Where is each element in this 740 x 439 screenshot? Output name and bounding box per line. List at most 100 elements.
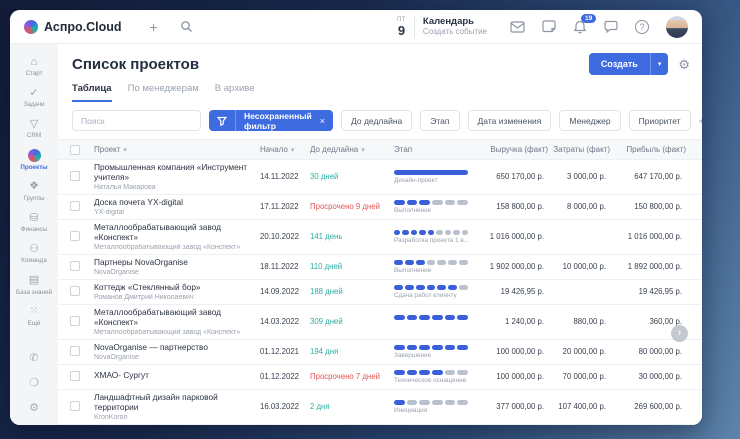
row-checkbox[interactable] [70, 370, 80, 381]
stage-progress-bar [394, 344, 469, 350]
search-icon[interactable] [180, 20, 193, 33]
help-icon[interactable]: ? [635, 19, 649, 34]
project-title[interactable]: Доска почета YX-digital [94, 196, 183, 207]
calendar-widget[interactable]: ПТ 9 Календарь Создать событие [396, 15, 487, 38]
stage-label: Дизайн-проект [394, 176, 438, 184]
costs-value: 20 000,00 р. [562, 347, 606, 357]
column-header-revenue[interactable]: Выручка (факт) [490, 145, 548, 154]
projects-table: Проект ▾ Начало ▾ До дедлайна ▾ Этап Выручк… [58, 139, 702, 425]
notes-icon[interactable] [542, 20, 556, 33]
sort-caret-icon: ▾ [361, 146, 365, 154]
sidebar-item-more-grid[interactable]: ⁙ Ещё [27, 305, 41, 327]
create-button-label[interactable]: Создать [600, 59, 638, 69]
project-title[interactable]: ХМАО- Сургут [94, 370, 149, 381]
stage-progress-bar [394, 369, 469, 375]
start-date: 01.12.2021 [260, 347, 300, 357]
column-header-deadline[interactable]: До дедлайна ▾ [310, 145, 365, 154]
page-settings-gear-icon[interactable]: ⚙ [678, 56, 690, 72]
topbar: Аспро.Cloud + ПТ 9 Календарь Создать [10, 10, 702, 44]
table-row[interactable]: Ландшафтный дизайн парковой территории K… [58, 389, 702, 425]
quick-add-icon[interactable]: + [149, 18, 158, 35]
tab-по-менеджерам[interactable]: По менеджерам [127, 83, 199, 94]
filter-button[interactable]: Дата изменения [467, 110, 552, 131]
sidebar-item-finance[interactable]: ⛁ Финансы [20, 211, 48, 234]
costs-value: 880,00 р. [573, 317, 606, 327]
calendar-weekday: ПТ [396, 16, 406, 23]
row-checkbox[interactable] [70, 260, 80, 271]
row-checkbox[interactable] [70, 200, 80, 211]
scroll-right-button[interactable]: › [671, 325, 688, 342]
start-date: 17.11.2022 [260, 202, 299, 212]
sidebar-item-funnel[interactable]: ▽ CRM [26, 117, 42, 140]
project-title[interactable]: Металлообрабатывающий завод «Конспект» [94, 221, 221, 242]
finance-icon: ⛁ [29, 211, 39, 224]
project-title[interactable]: Коттедж «Стеклянный бор» [94, 281, 201, 292]
column-header-stage[interactable]: Этап [394, 145, 413, 154]
project-title[interactable]: Ландшафтный дизайн парковой территории [94, 391, 218, 412]
row-checkbox[interactable] [70, 400, 80, 411]
chat-icon[interactable] [604, 20, 618, 33]
support-icon[interactable]: ✆ [29, 352, 39, 364]
row-checkbox[interactable] [70, 285, 80, 296]
table-row[interactable]: Доска почета YX-digital YX-digital 17.11… [58, 194, 702, 220]
filter-button[interactable]: Менеджер [559, 110, 621, 131]
tab-в-архиве[interactable]: В архиве [214, 83, 255, 94]
active-filter-chip[interactable]: Несохраненный фильтр × [209, 110, 333, 131]
stage-label: Техническое оснащение [394, 376, 467, 384]
mail-icon[interactable] [510, 20, 525, 33]
stage-progress-bar [394, 199, 469, 205]
row-checkbox[interactable] [70, 315, 80, 326]
sidebar-item-tasks[interactable]: ✓ Задачи [23, 86, 45, 109]
start-date: 14.11.2022 [260, 172, 299, 182]
project-title[interactable]: NovaOrganise — партнерство [94, 341, 208, 352]
row-checkbox[interactable] [70, 230, 80, 241]
column-header-start[interactable]: Начало ▾ [260, 145, 295, 154]
stage-label: Инициация [394, 406, 428, 414]
start-date: 14.09.2022 [260, 287, 300, 297]
project-title[interactable]: Промышленная компания «Инструмент учител… [94, 162, 248, 182]
column-header-profit[interactable]: Прибыль (факт) [626, 145, 686, 154]
table-row[interactable]: Коттедж «Стеклянный бор» Романов Дмитрий… [58, 279, 702, 305]
app-logo[interactable]: Аспро.Cloud [24, 19, 122, 34]
column-header-project[interactable]: Проект ▾ [94, 145, 127, 154]
row-checkbox[interactable] [70, 170, 80, 181]
user-avatar[interactable] [666, 15, 688, 38]
notifications-bell-icon[interactable]: 19 [573, 13, 597, 34]
project-title[interactable]: Партнеры NovaOrganise [94, 256, 188, 267]
column-header-costs[interactable]: Затраты (факт) [553, 145, 610, 154]
profit-value: 19 426,95 р. [638, 287, 682, 297]
table-row[interactable]: Промышленная компания «Инструмент учител… [58, 160, 702, 195]
create-button[interactable]: Создать ▾ [588, 53, 669, 75]
tab-таблица[interactable]: Таблица [72, 83, 112, 102]
sidebar-item-projects-swirl[interactable]: Проекты [10, 146, 58, 175]
sidebar-item-team[interactable]: ⚇ Команда [21, 242, 47, 265]
table-row[interactable]: ХМАО- Сургут 01.12.2022 Просрочено 7 дне… [58, 364, 702, 390]
profit-value: 80 000,00 р. [638, 347, 682, 357]
filter-button[interactable]: До дедлайна [341, 110, 413, 131]
sidebar-item-knowledge-base[interactable]: ▤ База знаний [15, 274, 53, 296]
row-checkbox[interactable] [70, 345, 80, 356]
table-row[interactable]: NovaOrganise — партнерство NovaOrganise … [58, 339, 702, 365]
project-title[interactable]: Металлообрабатывающий завод «Конспект» [94, 306, 221, 327]
filter-button[interactable]: Этап [420, 110, 460, 131]
create-dropdown-caret-icon[interactable]: ▾ [649, 53, 669, 75]
select-all-checkbox[interactable] [70, 144, 80, 155]
profit-value: 360,00 р. [649, 317, 682, 327]
page-title: Список проектов [72, 55, 200, 73]
sidebar-item-home[interactable]: ⌂ Старт [25, 55, 43, 77]
table-row[interactable]: Партнеры NovaOrganise NovaOrganise 18.11… [58, 254, 702, 280]
profit-value: 1 892 000,00 р. [627, 262, 682, 272]
add-filter-icon[interactable]: + [699, 115, 702, 127]
table-row[interactable]: Металлообрабатывающий завод «Конспект» М… [58, 304, 702, 340]
deadline-value: Просрочено 9 дней [310, 202, 380, 212]
table-row[interactable]: Металлообрабатывающий завод «Конспект» М… [58, 219, 702, 255]
filter-button[interactable]: Приоритет [628, 110, 691, 131]
filter-chip-close-icon[interactable]: × [319, 115, 325, 126]
create-event-link[interactable]: Создать событие [422, 27, 487, 37]
settings-icon[interactable]: ⚙ [29, 402, 39, 414]
main-content: Список проектов Создать ▾ ⚙ Таблица По ме… [58, 44, 702, 425]
search-input[interactable] [72, 110, 201, 131]
integrations-icon[interactable]: ❍ [29, 377, 39, 389]
sidebar-item-groups[interactable]: ❖ Группы [23, 180, 45, 202]
